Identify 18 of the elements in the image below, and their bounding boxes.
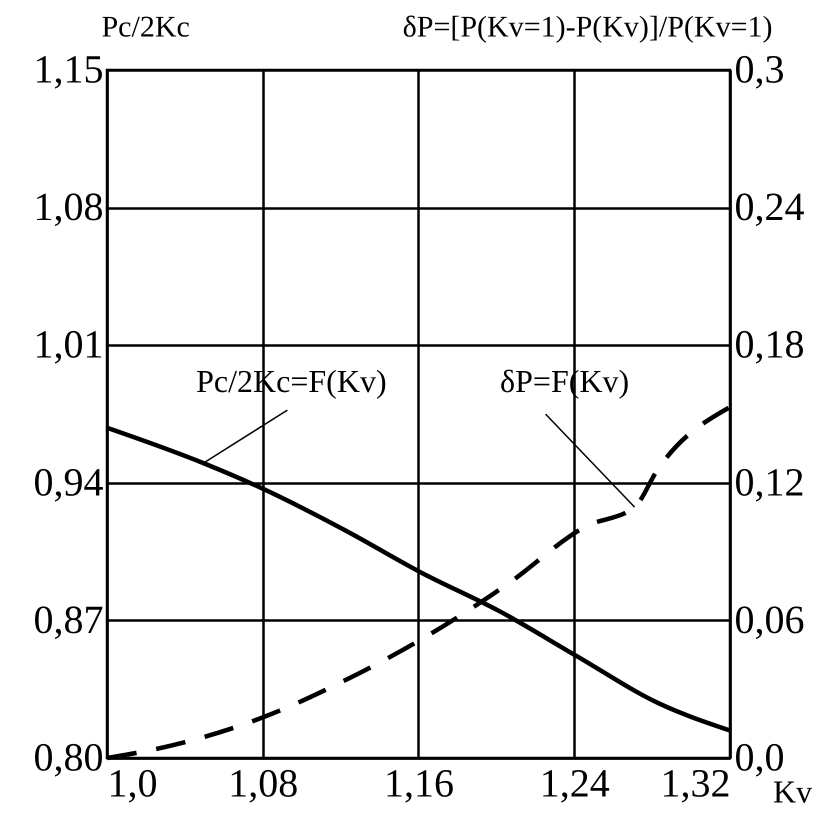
y2-tick-label: 0,3 (734, 46, 784, 92)
y-tick-label: 0,87 (34, 596, 104, 642)
x-tick-label: 1,16 (384, 760, 454, 806)
y-tick-label: 1,08 (34, 184, 104, 230)
x-tick-label: 1,0 (108, 760, 158, 806)
y-tick-label: 1,01 (34, 322, 104, 367)
y2-tick-label: 0,12 (734, 459, 804, 504)
y-tick-label: 0,94 (34, 459, 104, 504)
x-tick-label: 1,08 (228, 760, 298, 806)
y2-tick-label: 0,24 (734, 184, 804, 230)
x-tick-label: 1,32 (660, 760, 730, 806)
x-tick-label: 1,24 (540, 760, 610, 806)
y2-tick-label: 0,18 (734, 322, 804, 367)
y-tick-label: 1,15 (34, 46, 104, 92)
y-tick-label: 0,80 (34, 734, 104, 780)
y2-tick-label: 0,06 (734, 596, 804, 642)
y-axis-title: Pc/2Kc (102, 10, 190, 44)
y2-axis-title: δP=[P(Kv=1)-P(Kv)]/P(Kv=1) (402, 10, 772, 44)
